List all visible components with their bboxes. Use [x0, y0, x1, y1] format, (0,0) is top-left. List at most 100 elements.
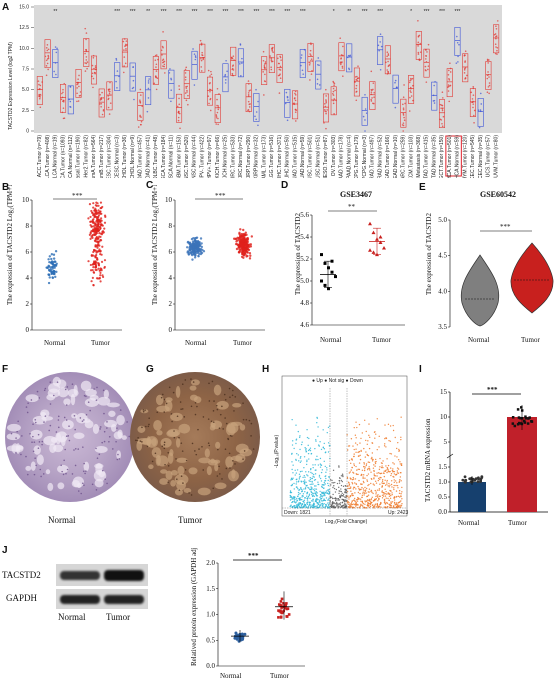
- ihc-nucleus: [38, 397, 41, 399]
- a-point: [494, 33, 497, 35]
- b-point-tumor: [97, 214, 101, 217]
- h-point-down: [300, 487, 302, 489]
- a-point: [76, 92, 78, 95]
- a-point: [241, 57, 243, 60]
- h-point-down: [312, 464, 314, 466]
- a-point: [170, 100, 172, 103]
- ihc-nucleus: [202, 469, 205, 471]
- h-point-up: [364, 486, 366, 489]
- ihc-nucleus: [252, 448, 255, 450]
- h-point-up: [387, 497, 389, 500]
- a-box: [261, 56, 268, 85]
- panel-d-title: GSE3467: [340, 190, 372, 199]
- b-point-tumor: [90, 254, 93, 258]
- b-point-tumor: [97, 209, 100, 212]
- a-point: [488, 76, 490, 78]
- ihc-nucleus: [108, 440, 110, 443]
- a-box: [137, 91, 144, 121]
- ihc-nucleus: [250, 422, 253, 425]
- i-point-tumor: [530, 419, 533, 423]
- a-point: [247, 80, 250, 82]
- a-xtick-label: OV.Tumor (n=303): [331, 135, 337, 177]
- b-point-tumor: [91, 211, 94, 214]
- h-point-up: [364, 468, 366, 470]
- h-point-ns: [336, 498, 338, 500]
- c-point-tumor: [236, 243, 239, 246]
- h-point-up: [358, 468, 361, 471]
- a-point: [249, 89, 251, 91]
- h-point-up: [368, 499, 371, 502]
- a-point: [439, 103, 442, 106]
- h-point-up: [399, 478, 401, 481]
- i-ytick-label: 10: [440, 413, 448, 421]
- a-point: [402, 96, 405, 99]
- ihc-nucleus: [165, 402, 168, 405]
- a-point: [93, 71, 96, 74]
- h-point-up: [349, 503, 351, 506]
- h-point-ns: [334, 497, 337, 499]
- ihc-follicle: [215, 441, 221, 449]
- h-point-up: [358, 423, 361, 426]
- a-point: [362, 115, 365, 118]
- a-box: [253, 93, 260, 122]
- h-point-down: [325, 477, 327, 480]
- h-point-ns: [331, 503, 333, 505]
- a-point: [494, 52, 497, 55]
- h-point-up: [348, 507, 351, 509]
- ihc-tumor-caption: Tumor: [178, 515, 203, 525]
- h-point-down: [323, 502, 325, 505]
- h-point-ns: [342, 474, 344, 477]
- a-point: [357, 77, 360, 79]
- a-point: [449, 62, 451, 65]
- ihc-nucleus: [52, 394, 55, 397]
- h-point-up: [361, 504, 363, 506]
- a-point: [125, 43, 127, 46]
- h-point-down: [321, 491, 323, 494]
- b-point-tumor: [98, 277, 101, 280]
- b-point-tumor: [91, 221, 95, 224]
- a-point: [456, 41, 459, 44]
- h-point-down: [315, 485, 317, 487]
- ihc-nucleus: [233, 410, 235, 412]
- b-point-normal: [50, 265, 54, 269]
- ihc-tumor-texture: [134, 378, 255, 496]
- a-xtick-label: TGCT.Tumor (n=150): [439, 135, 445, 178]
- h-point-up: [396, 447, 398, 450]
- h-point-down: [315, 490, 317, 493]
- ihc-nucleus: [106, 421, 108, 423]
- b-point-tumor: [89, 220, 93, 223]
- h-point-down: [295, 472, 298, 474]
- ihc-follicle: [216, 400, 229, 410]
- panel-label-a: A: [2, 2, 10, 13]
- blot-tacstd2: [56, 564, 148, 586]
- b-point-tumor: [100, 212, 103, 215]
- a-point: [425, 55, 427, 57]
- ihc-nucleus: [117, 453, 119, 456]
- ihc-nucleus: [95, 447, 97, 450]
- b-point-tumor: [91, 228, 95, 231]
- h-point-up: [383, 475, 386, 478]
- ihc-follicle: [36, 454, 44, 466]
- ihc-nucleus: [161, 393, 164, 396]
- ihc-follicle: [57, 482, 65, 490]
- b-point-tumor: [99, 274, 102, 277]
- h-point-ns: [342, 485, 345, 488]
- a-point: [294, 111, 297, 113]
- h-point-up: [395, 502, 398, 504]
- a-box: [307, 43, 314, 72]
- b-point-tumor: [98, 232, 101, 235]
- h-point-up: [363, 462, 365, 464]
- h-point-up: [384, 502, 386, 504]
- c-point-tumor: [248, 257, 252, 260]
- h-point-down: [302, 476, 304, 479]
- ihc-nucleus: [63, 459, 65, 462]
- a-point: [355, 87, 357, 90]
- h-point-up: [350, 438, 353, 440]
- h-point-ns: [341, 473, 344, 475]
- ihc-nucleus: [194, 450, 196, 452]
- ihc-nucleus: [228, 452, 231, 455]
- a-box: [230, 46, 237, 76]
- h-point-down: [311, 504, 314, 506]
- b-point-tumor: [93, 262, 96, 265]
- h-point-up: [380, 462, 383, 464]
